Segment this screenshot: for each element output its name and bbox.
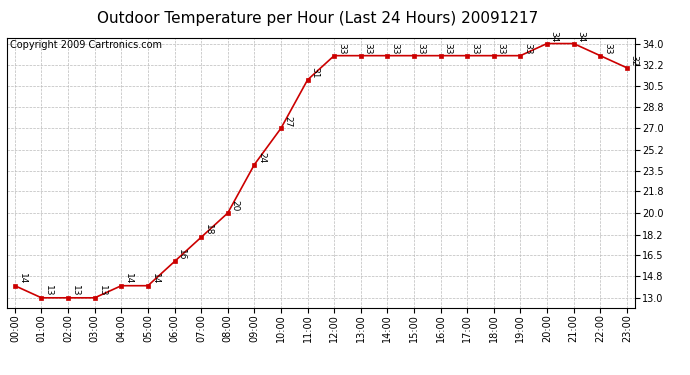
Text: 33: 33 <box>417 43 426 54</box>
Text: 31: 31 <box>310 67 319 78</box>
Text: 34: 34 <box>550 31 559 42</box>
Text: 33: 33 <box>523 43 532 54</box>
Text: 13: 13 <box>44 285 53 296</box>
Text: 20: 20 <box>230 200 239 211</box>
Text: 24: 24 <box>257 152 266 163</box>
Text: 34: 34 <box>576 31 585 42</box>
Text: 18: 18 <box>204 224 213 236</box>
Text: 32: 32 <box>629 55 639 66</box>
Text: 14: 14 <box>150 273 159 284</box>
Text: 33: 33 <box>390 43 399 54</box>
Text: 13: 13 <box>97 285 106 296</box>
Text: 33: 33 <box>364 43 373 54</box>
Text: Copyright 2009 Cartronics.com: Copyright 2009 Cartronics.com <box>10 40 162 50</box>
Text: 33: 33 <box>603 43 612 54</box>
Text: 33: 33 <box>444 43 453 54</box>
Text: 33: 33 <box>470 43 479 54</box>
Text: Outdoor Temperature per Hour (Last 24 Hours) 20091217: Outdoor Temperature per Hour (Last 24 Ho… <box>97 11 538 26</box>
Text: 13: 13 <box>71 285 80 296</box>
Text: 16: 16 <box>177 249 186 260</box>
Text: 33: 33 <box>337 43 346 54</box>
Text: 14: 14 <box>18 273 27 284</box>
Text: 14: 14 <box>124 273 133 284</box>
Text: 33: 33 <box>497 43 506 54</box>
Text: 27: 27 <box>284 116 293 127</box>
